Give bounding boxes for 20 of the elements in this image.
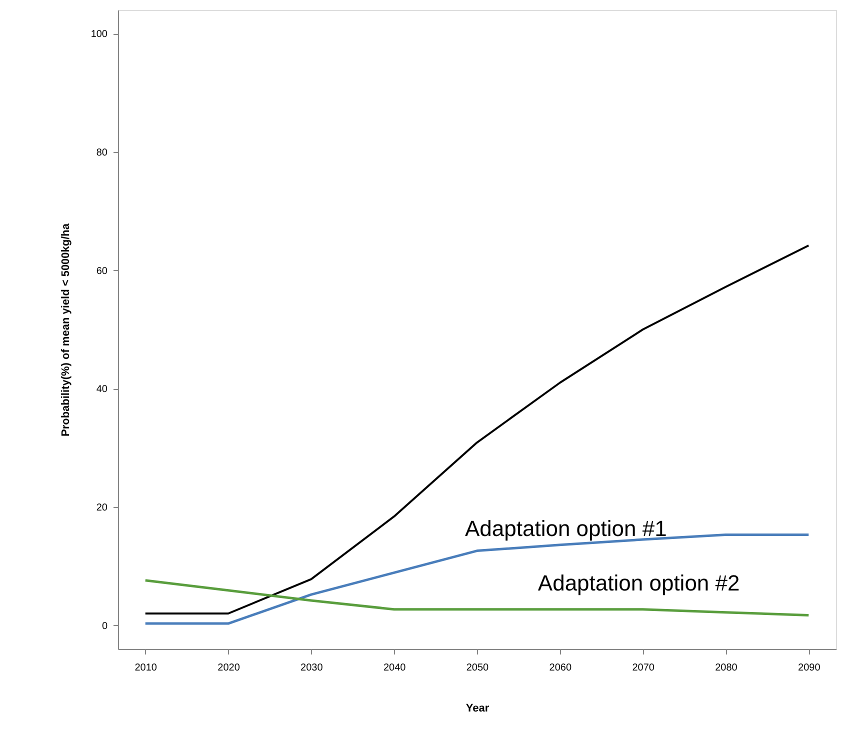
x-tick-label: 2050 xyxy=(466,662,490,674)
x-tick-label: 2070 xyxy=(632,662,655,674)
y-tick-label: 100 xyxy=(90,29,108,40)
y-tick-label: 20 xyxy=(96,502,108,514)
x-tick-label: 2080 xyxy=(715,662,738,674)
y-tick-label: 0 xyxy=(102,620,108,632)
x-axis-title: Year xyxy=(466,702,490,714)
y-axis-title: Probability(%) of mean yield < 5000kg/ha xyxy=(60,222,72,437)
x-tick-label: 2020 xyxy=(218,662,240,674)
series-label: Adaptation option #1 xyxy=(465,516,667,541)
line-series xyxy=(144,244,810,614)
series-label: Adaptation option #2 xyxy=(538,570,740,596)
y-tick-label: 80 xyxy=(96,148,108,158)
x-tick-label: 2030 xyxy=(300,662,324,674)
x-tick-label: 2040 xyxy=(383,662,406,674)
y-tick-label: 60 xyxy=(96,266,108,277)
x-tick-label: 2010 xyxy=(134,662,158,674)
x-tick-label: 2090 xyxy=(798,662,821,674)
x-tick-label: 2060 xyxy=(549,662,572,674)
y-tick-label: 40 xyxy=(96,384,108,396)
